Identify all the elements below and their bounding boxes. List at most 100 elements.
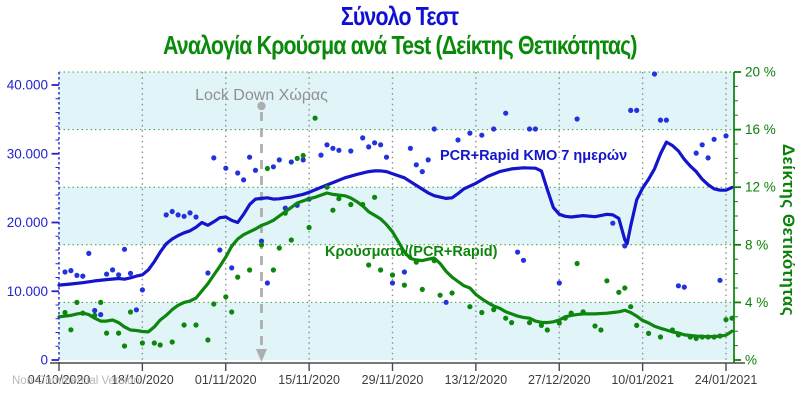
data-point-positivity-daily (205, 337, 211, 343)
data-point-positivity-daily (121, 343, 128, 349)
data-point-tests-daily (133, 307, 139, 313)
data-point-positivity-daily (336, 196, 342, 202)
data-point-positivity-daily (223, 294, 229, 300)
data-point-tests-daily (229, 265, 235, 271)
data-point-tests-daily (651, 71, 658, 77)
data-point-positivity-daily (419, 286, 425, 292)
data-point-positivity-daily (538, 322, 545, 328)
data-point-positivity-daily (330, 207, 336, 213)
data-point-tests-daily (127, 270, 134, 276)
data-point-tests-daily (258, 238, 265, 244)
data-point-tests-daily (98, 312, 104, 318)
data-point-positivity-daily (181, 322, 187, 328)
data-point-tests-daily (425, 157, 431, 163)
data-point-tests-daily (491, 126, 497, 132)
data-point-tests-daily (705, 155, 711, 161)
data-point-tests-daily (175, 212, 181, 218)
data-point-tests-daily (68, 268, 74, 274)
data-point-tests-daily (330, 145, 336, 151)
data-point-tests-daily (675, 283, 682, 289)
data-point-positivity-daily (116, 330, 122, 336)
data-point-positivity-daily (622, 285, 628, 291)
data-point-positivity-daily (62, 309, 68, 316)
data-point-positivity-daily (235, 274, 241, 280)
data-point-positivity-daily (300, 152, 306, 159)
data-point-positivity-daily (693, 335, 699, 341)
data-point-tests-daily (92, 307, 98, 314)
data-point-tests-daily (110, 267, 116, 273)
left-axis-tick-label: 40.000 (7, 78, 48, 93)
data-point-tests-daily (270, 164, 276, 170)
data-point-positivity-daily (580, 309, 586, 315)
chart-text-overlay: Lock Down Χώρας PCR+Rapid ΚΜΟ 7 ημερών Κ… (195, 87, 798, 316)
data-point-tests-daily (699, 142, 705, 148)
data-point-positivity-daily (574, 260, 580, 267)
page-title: Σύνολο Τεστ (340, 1, 459, 31)
watermark: Non-Commercial Version (12, 375, 140, 387)
data-point-tests-daily (413, 162, 419, 168)
data-point-tests-daily (205, 270, 211, 276)
right-axis-title: Δείκτης Θετικότητας (779, 144, 798, 316)
data-point-positivity-daily (431, 258, 437, 264)
data-point-positivity-daily (104, 330, 110, 336)
data-point-tests-daily (622, 243, 628, 249)
data-point-positivity-daily (68, 327, 74, 333)
data-point-positivity-daily (372, 194, 378, 200)
data-point-tests-daily (503, 110, 509, 116)
data-point-positivity-daily (378, 267, 384, 273)
data-point-positivity-daily (401, 282, 407, 288)
lockdown-line-cap (257, 101, 266, 111)
data-point-tests-daily (443, 299, 449, 305)
data-point-positivity-daily (74, 299, 80, 305)
data-point-tests-daily (121, 246, 128, 252)
data-point-tests-daily (264, 280, 270, 286)
data-point-tests-daily (116, 272, 122, 278)
data-point-tests-daily (383, 154, 390, 160)
series-label-positivity: Κρούσματα/(PCR+Rapid) (325, 244, 498, 260)
data-point-positivity-daily (360, 201, 366, 208)
x-axis-tick-label: 04/10/2020 (28, 373, 91, 387)
data-point-tests-daily (520, 257, 527, 263)
data-point-positivity-daily (526, 320, 533, 326)
right-axis-tick-label: % (745, 353, 757, 368)
data-point-tests-daily (372, 140, 378, 146)
data-point-tests-daily (693, 150, 699, 156)
data-point-tests-daily (318, 152, 324, 158)
data-point-positivity-daily (687, 334, 693, 340)
generated-chart-layer: 0 10.000 20.000 30.000 40.000% 4 % 8 % 12 % 16 %… (7, 65, 776, 388)
data-point-tests-daily (235, 170, 241, 176)
data-point-positivity-daily (628, 304, 634, 310)
data-point-positivity-daily (467, 304, 473, 310)
data-point-positivity-daily (98, 299, 104, 305)
data-point-tests-daily (556, 280, 562, 286)
data-point-tests-daily (681, 284, 687, 290)
data-point-tests-daily (634, 107, 640, 113)
lockdown-arrow-icon (255, 349, 267, 362)
data-point-positivity-daily (312, 115, 318, 121)
data-point-tests-daily (104, 271, 110, 277)
data-point-tests-daily (360, 135, 366, 141)
series-label-tests-ma: PCR+Rapid ΚΜΟ 7 ημερών (440, 148, 627, 164)
data-point-positivity-daily (711, 334, 717, 340)
data-point-tests-daily (348, 148, 354, 154)
data-point-positivity-daily (479, 309, 485, 316)
data-point-tests-daily (532, 126, 539, 132)
data-point-positivity-daily (193, 322, 199, 328)
chart-titles: Σύνολο Τεστ Αναλογία Κρούσμα ανά Test (Δ… (0, 2, 799, 60)
data-point-positivity-daily (258, 242, 265, 248)
data-point-positivity-daily (229, 309, 235, 315)
data-point-positivity-daily (276, 245, 282, 251)
data-point-positivity-daily (282, 210, 288, 216)
data-point-positivity-daily (366, 262, 372, 268)
data-point-positivity-daily (544, 327, 550, 333)
data-point-tests-daily (717, 277, 723, 283)
data-point-tests-daily (223, 165, 229, 171)
data-point-positivity-daily (509, 320, 515, 326)
data-point-positivity-daily (92, 312, 98, 318)
data-point-tests-daily (300, 157, 306, 163)
data-point-positivity-daily (157, 342, 163, 348)
data-point-positivity-daily (139, 340, 145, 346)
series-line-pcr-rapid-ma7 (57, 140, 734, 287)
data-point-positivity-daily (699, 334, 705, 340)
data-point-positivity-daily (151, 340, 157, 346)
